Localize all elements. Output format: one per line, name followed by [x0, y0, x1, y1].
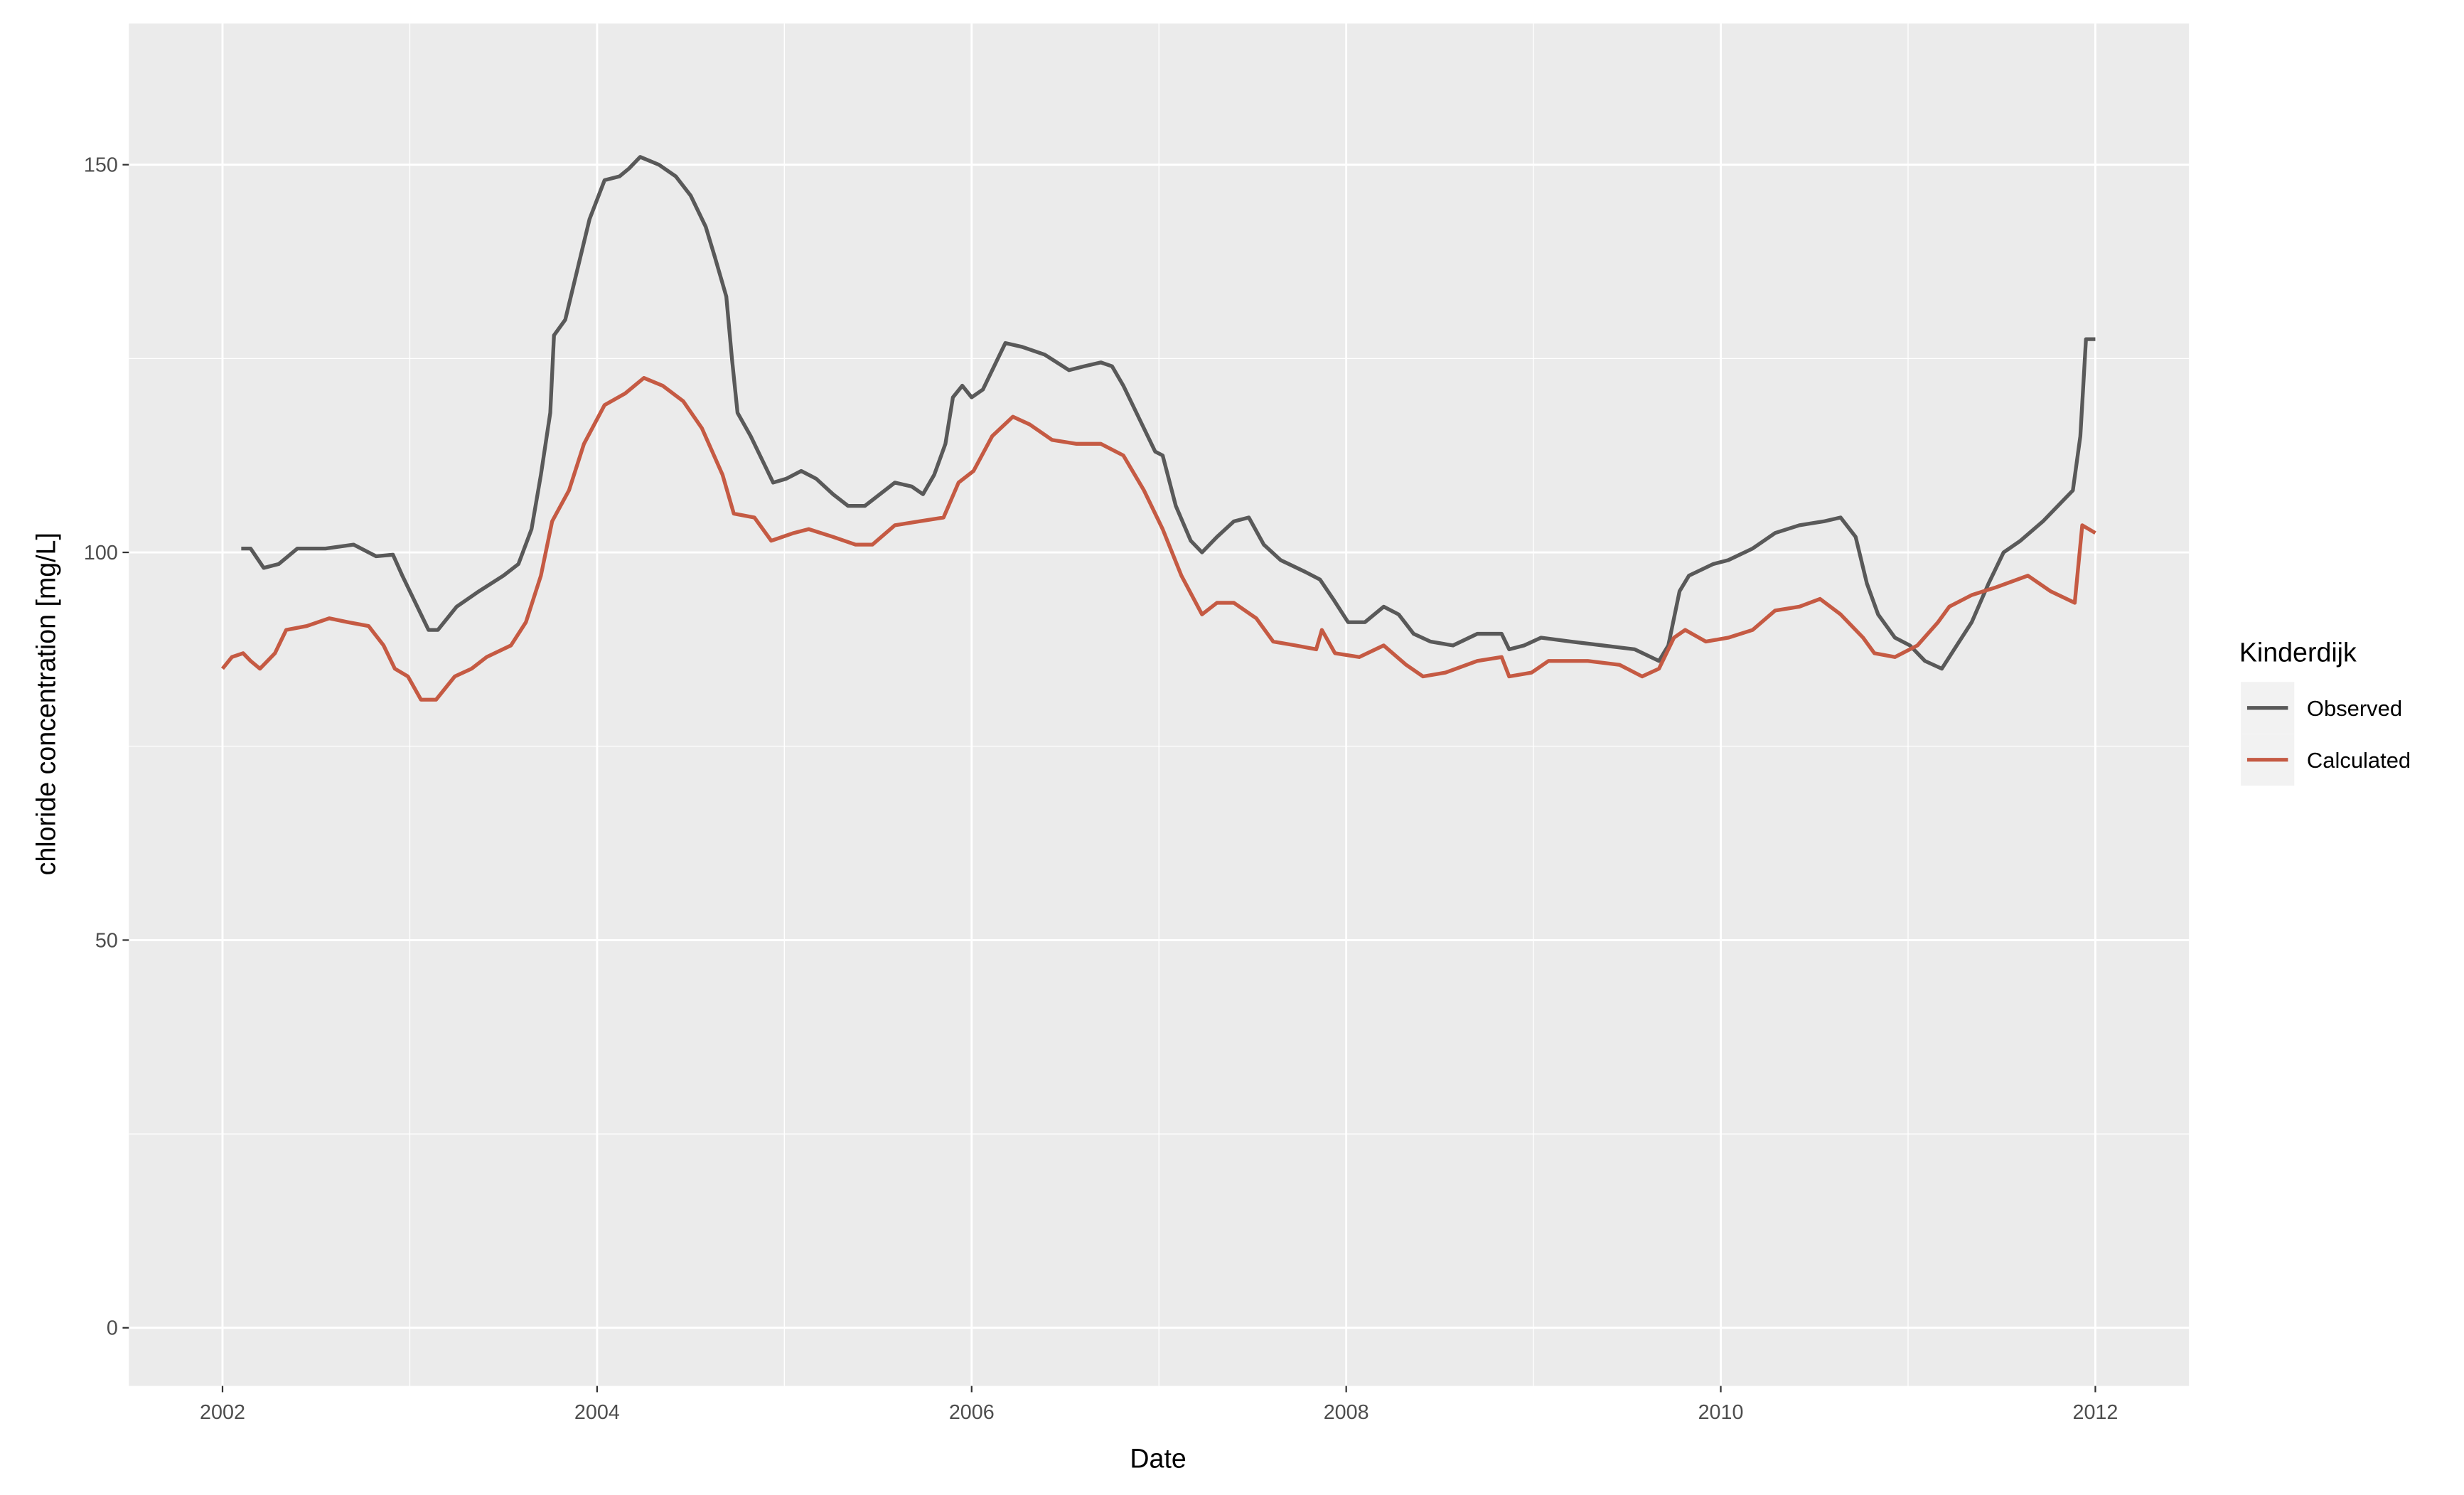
y-tick-label: 150 — [84, 154, 118, 177]
plot-area — [129, 23, 2190, 1386]
y-tick-label: 50 — [95, 929, 118, 952]
x-tick-label: 2008 — [1324, 1401, 1369, 1424]
x-axis-title: Date — [1130, 1444, 1186, 1474]
y-axis-title: chloride concentration [mg/L] — [31, 532, 60, 875]
y-tick-label: 0 — [107, 1317, 118, 1340]
x-tick-label: 2002 — [200, 1401, 245, 1424]
y-tick-label: 100 — [84, 542, 118, 564]
x-tick-label: 2010 — [1698, 1401, 1744, 1424]
x-tick-label: 2004 — [574, 1401, 620, 1424]
legend-label: Observed — [2307, 696, 2402, 721]
legend-label: Calculated — [2307, 748, 2411, 773]
data-line — [220, 375, 2096, 702]
legend-title: Kinderdijk — [2239, 638, 2357, 668]
x-tick-label: 2012 — [2072, 1401, 2118, 1424]
x-tick-label: 2006 — [949, 1401, 995, 1424]
data-line — [241, 155, 2096, 671]
